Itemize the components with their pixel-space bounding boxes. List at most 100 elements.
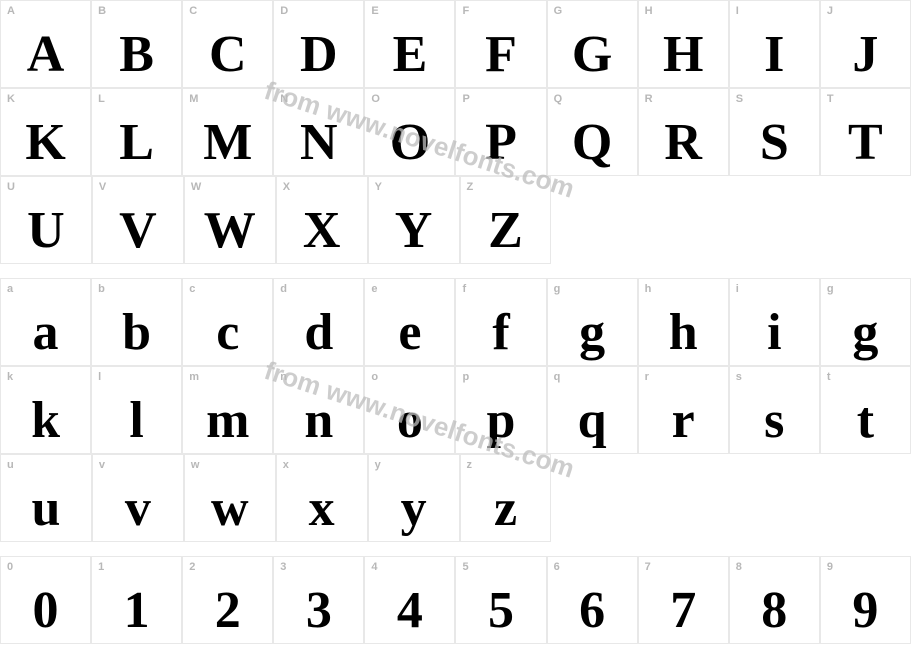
cell-glyph: 2 (183, 585, 272, 637)
glyph-cell: SS (729, 88, 820, 176)
cell-glyph: W (185, 205, 275, 257)
cell-glyph: e (365, 307, 454, 359)
cell-glyph: q (548, 395, 637, 447)
cell-glyph: 1 (92, 585, 181, 637)
glyph-cell: FF (455, 0, 546, 88)
glyph-cell: GG (547, 0, 638, 88)
glyph-cell: hh (638, 278, 729, 366)
cell-glyph: h (639, 307, 728, 359)
cell-label: r (645, 371, 649, 383)
cell-label: u (7, 459, 14, 471)
cell-label: P (462, 93, 469, 105)
glyph-cell: BB (91, 0, 182, 88)
cell-label: K (7, 93, 15, 105)
cell-glyph: U (1, 205, 91, 257)
glyph-cell: PP (455, 88, 546, 176)
glyph-cell: cc (182, 278, 273, 366)
glyph-cell: gg (820, 278, 911, 366)
glyph-row: kkllmmnnooppqqrrsstt (0, 366, 911, 454)
glyph-cell: AA (0, 0, 91, 88)
cell-glyph: L (92, 117, 181, 169)
cell-label: 5 (462, 561, 468, 573)
glyph-cell: TT (820, 88, 911, 176)
cell-glyph: X (277, 205, 367, 257)
cell-glyph: Y (369, 205, 459, 257)
cell-label: g (827, 283, 834, 295)
cell-glyph: n (274, 395, 363, 447)
glyph-cell: EE (364, 0, 455, 88)
cell-glyph: i (730, 307, 819, 359)
cell-glyph: J (821, 29, 910, 81)
cell-label: h (645, 283, 652, 295)
cell-label: 8 (736, 561, 742, 573)
cell-glyph: 8 (730, 585, 819, 637)
glyph-row: UUVVWWXXYYZZ (0, 176, 911, 264)
glyph-cell (641, 454, 731, 542)
cell-glyph: l (92, 395, 181, 447)
cell-label: 3 (280, 561, 286, 573)
glyph-cell: 11 (91, 556, 182, 644)
cell-glyph: Z (461, 205, 551, 257)
cell-label: F (462, 5, 469, 17)
cell-label: J (827, 5, 833, 17)
cell-label: E (371, 5, 378, 17)
glyph-cell: 33 (273, 556, 364, 644)
glyph-cell: qq (547, 366, 638, 454)
glyph-cell: XX (276, 176, 368, 264)
cell-label: q (554, 371, 561, 383)
glyph-cell: 66 (547, 556, 638, 644)
glyph-cell: WW (184, 176, 276, 264)
cell-label: w (191, 459, 200, 471)
cell-glyph: u (1, 483, 91, 535)
cell-label: S (736, 93, 743, 105)
glyph-cell: 77 (638, 556, 729, 644)
glyph-cell: 55 (455, 556, 546, 644)
glyph-cell: LL (91, 88, 182, 176)
glyph-row: AABBCCDDEEFFGGHHIIJJ (0, 0, 911, 88)
glyph-cell: 44 (364, 556, 455, 644)
cell-glyph: x (277, 483, 367, 535)
cell-glyph: M (183, 117, 272, 169)
cell-label: A (7, 5, 15, 17)
cell-label: l (98, 371, 101, 383)
cell-glyph: 0 (1, 585, 90, 637)
cell-glyph: R (639, 117, 728, 169)
cell-label: M (189, 93, 198, 105)
glyph-cell: KK (0, 88, 91, 176)
glyph-cell: oo (364, 366, 455, 454)
glyph-cell: RR (638, 88, 729, 176)
glyph-cell: UU (0, 176, 92, 264)
cell-label: Z (467, 181, 474, 193)
cell-glyph: 5 (456, 585, 545, 637)
cell-glyph: E (365, 29, 454, 81)
glyph-cell: aa (0, 278, 91, 366)
cell-glyph: I (730, 29, 819, 81)
glyph-cell: zz (460, 454, 552, 542)
cell-label: v (99, 459, 105, 471)
cell-label: t (827, 371, 831, 383)
glyph-cell: ee (364, 278, 455, 366)
cell-glyph: d (274, 307, 363, 359)
cell-label: W (191, 181, 201, 193)
glyph-cell: ZZ (460, 176, 552, 264)
cell-label: s (736, 371, 742, 383)
cell-label: k (7, 371, 13, 383)
cell-glyph: 6 (548, 585, 637, 637)
cell-label: 2 (189, 561, 195, 573)
glyph-cell: vv (92, 454, 184, 542)
glyph-cell: ww (184, 454, 276, 542)
glyph-cell: NN (273, 88, 364, 176)
cell-label: T (827, 93, 834, 105)
glyph-row: aabbccddeeffgghhiigg (0, 278, 911, 366)
cell-glyph: P (456, 117, 545, 169)
glyph-cell (551, 176, 641, 264)
cell-glyph: t (821, 395, 910, 447)
glyph-cell (641, 176, 731, 264)
glyph-cell: dd (273, 278, 364, 366)
glyph-cell: OO (364, 88, 455, 176)
cell-label: f (462, 283, 466, 295)
cell-glyph: C (183, 29, 272, 81)
glyph-cell: uu (0, 454, 92, 542)
cell-glyph: D (274, 29, 363, 81)
cell-label: e (371, 283, 377, 295)
